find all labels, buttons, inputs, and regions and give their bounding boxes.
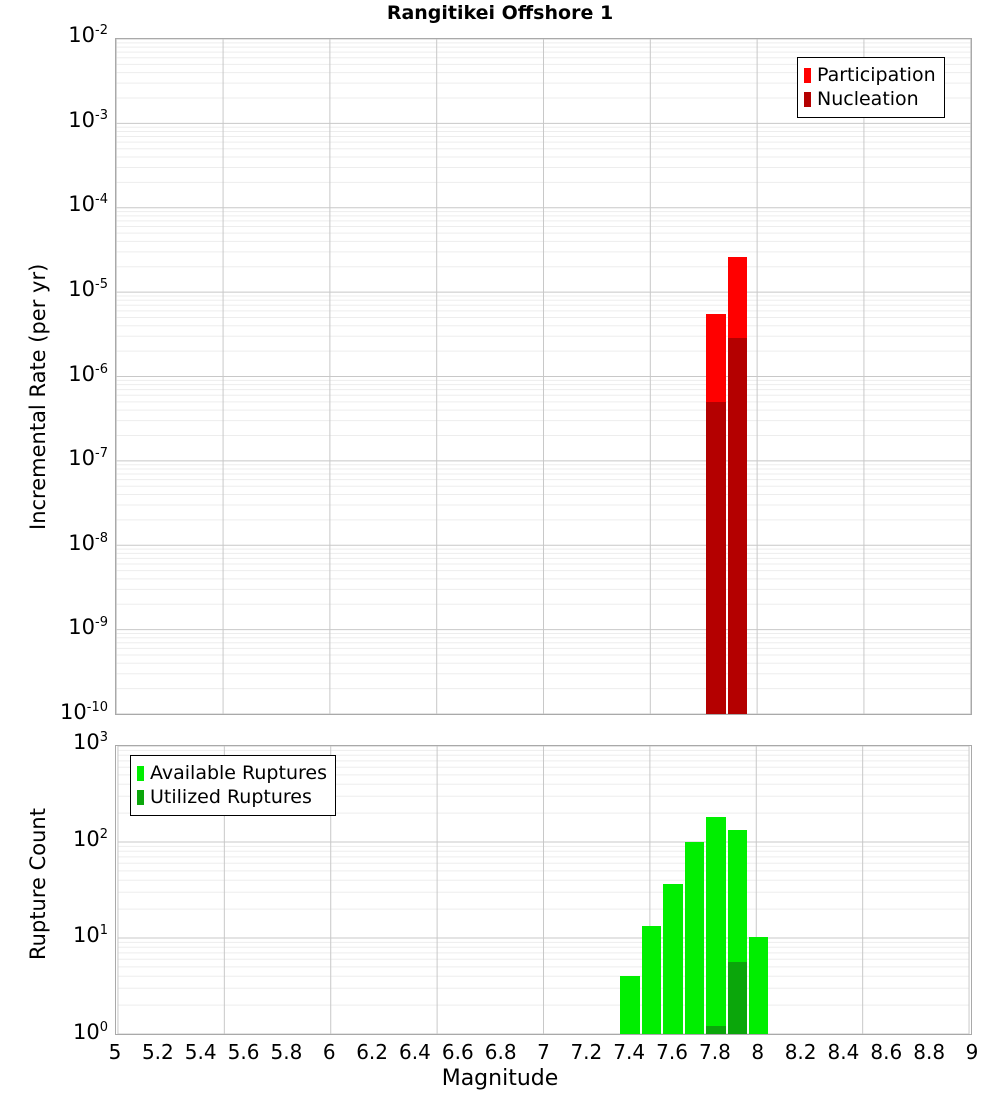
x-tick-8.6: 8.6 <box>870 1040 903 1064</box>
y-tick-1e-2: 10-2 <box>68 23 108 47</box>
bar-available-ruptures-m8 <box>749 937 769 1034</box>
legend-item-participation[interactable]: Participation <box>804 63 936 87</box>
bar-available-ruptures-m7.8 <box>706 816 726 1034</box>
x-tick-9: 9 <box>965 1040 979 1064</box>
bar-available-ruptures-m7.6 <box>663 883 683 1034</box>
incremental-rate-y-ticks: 10-2 10-3 10-4 10-5 10-6 10-7 10-8 10-9 10-10 <box>0 0 108 760</box>
x-tick-5.2: 5.2 <box>141 1040 174 1064</box>
utilized-ruptures-color-swatch <box>137 789 144 805</box>
legend-item-available-ruptures[interactable]: Available Ruptures <box>137 761 327 785</box>
x-tick-7.2: 7.2 <box>570 1040 603 1064</box>
bar-utilized-ruptures-m7.8 <box>706 1026 726 1034</box>
x-tick-5.4: 5.4 <box>184 1040 217 1064</box>
incremental-rate-legend: Participation Nucleation <box>797 57 945 118</box>
y-tick-1e2: 102 <box>72 826 108 851</box>
legend-label-participation: Participation <box>817 64 936 86</box>
x-tick-7.6: 7.6 <box>656 1040 688 1064</box>
x-tick-7.8: 7.8 <box>698 1040 731 1064</box>
x-tick-8.4: 8.4 <box>827 1040 860 1064</box>
rupture-count-y-ticks: 103 102 101 100 <box>0 700 108 1100</box>
y-tick-1e0: 100 <box>72 1020 108 1044</box>
x-tick-7: 7 <box>537 1040 550 1064</box>
legend-item-utilized-ruptures[interactable]: Utilized Ruptures <box>137 785 327 809</box>
x-tick-8: 8 <box>751 1040 765 1064</box>
y-tick-1e3: 103 <box>72 730 108 754</box>
rupture-count-bars <box>116 746 971 1034</box>
legend-item-nucleation[interactable]: Nucleation <box>804 87 936 111</box>
x-tick-6.2: 6.2 <box>356 1040 388 1064</box>
incremental-rate-y-axis-title: Incremental Rate (per yr) <box>26 263 50 530</box>
page-title: Rangitikei Offshore 1 <box>386 2 614 24</box>
incremental-rate-bars <box>116 39 971 714</box>
bar-nucleation-m7.8 <box>706 402 726 714</box>
y-tick-1e-5: 10-5 <box>68 276 108 301</box>
y-tick-1e-9: 10-9 <box>68 615 108 640</box>
x-axis-title: Magnitude <box>441 1066 559 1091</box>
y-tick-1e-4: 10-4 <box>68 192 108 217</box>
x-tick-8.8: 8.8 <box>913 1040 946 1064</box>
y-tick-1e-8: 10-8 <box>68 530 108 555</box>
y-tick-1e-10: 10-10 <box>60 700 108 724</box>
bar-available-ruptures-m7.7 <box>684 841 705 1034</box>
nucleation-color-swatch <box>804 91 811 107</box>
x-tick-7.4: 7.4 <box>613 1040 646 1064</box>
x-tick-6: 6 <box>322 1040 336 1064</box>
rupture-count-legend: Available Ruptures Utilized Ruptures <box>130 755 336 816</box>
rupture-count-y-axis-title: Rupture Count <box>26 808 50 960</box>
x-tick-6.4: 6.4 <box>399 1040 431 1064</box>
x-tick-6.6: 6.6 <box>441 1040 474 1064</box>
legend-label-utilized-ruptures: Utilized Ruptures <box>150 786 312 808</box>
x-tick-5: 5 <box>108 1040 122 1064</box>
legend-label-nucleation: Nucleation <box>817 88 919 110</box>
x-tick-5.6: 5.6 <box>227 1040 260 1064</box>
y-tick-1e-7: 10-7 <box>68 446 108 471</box>
y-tick-1e-3: 10-3 <box>68 107 108 132</box>
bar-available-ruptures-m7.4 <box>620 975 640 1034</box>
incremental-rate-plot <box>115 38 972 715</box>
x-tick-8.2: 8.2 <box>784 1040 817 1064</box>
y-tick-1e1: 101 <box>72 923 108 948</box>
x-tick-6.8: 6.8 <box>484 1040 517 1064</box>
available-ruptures-color-swatch <box>137 765 144 781</box>
bar-available-ruptures-m7.5 <box>641 926 662 1034</box>
bar-nucleation-m7.9 <box>727 337 748 714</box>
y-tick-1e-6: 10-6 <box>68 361 108 386</box>
x-tick-5.8: 5.8 <box>270 1040 303 1064</box>
bar-utilized-ruptures-m7.9 <box>727 962 748 1034</box>
participation-color-swatch <box>804 67 811 83</box>
legend-label-available-ruptures: Available Ruptures <box>150 762 327 784</box>
